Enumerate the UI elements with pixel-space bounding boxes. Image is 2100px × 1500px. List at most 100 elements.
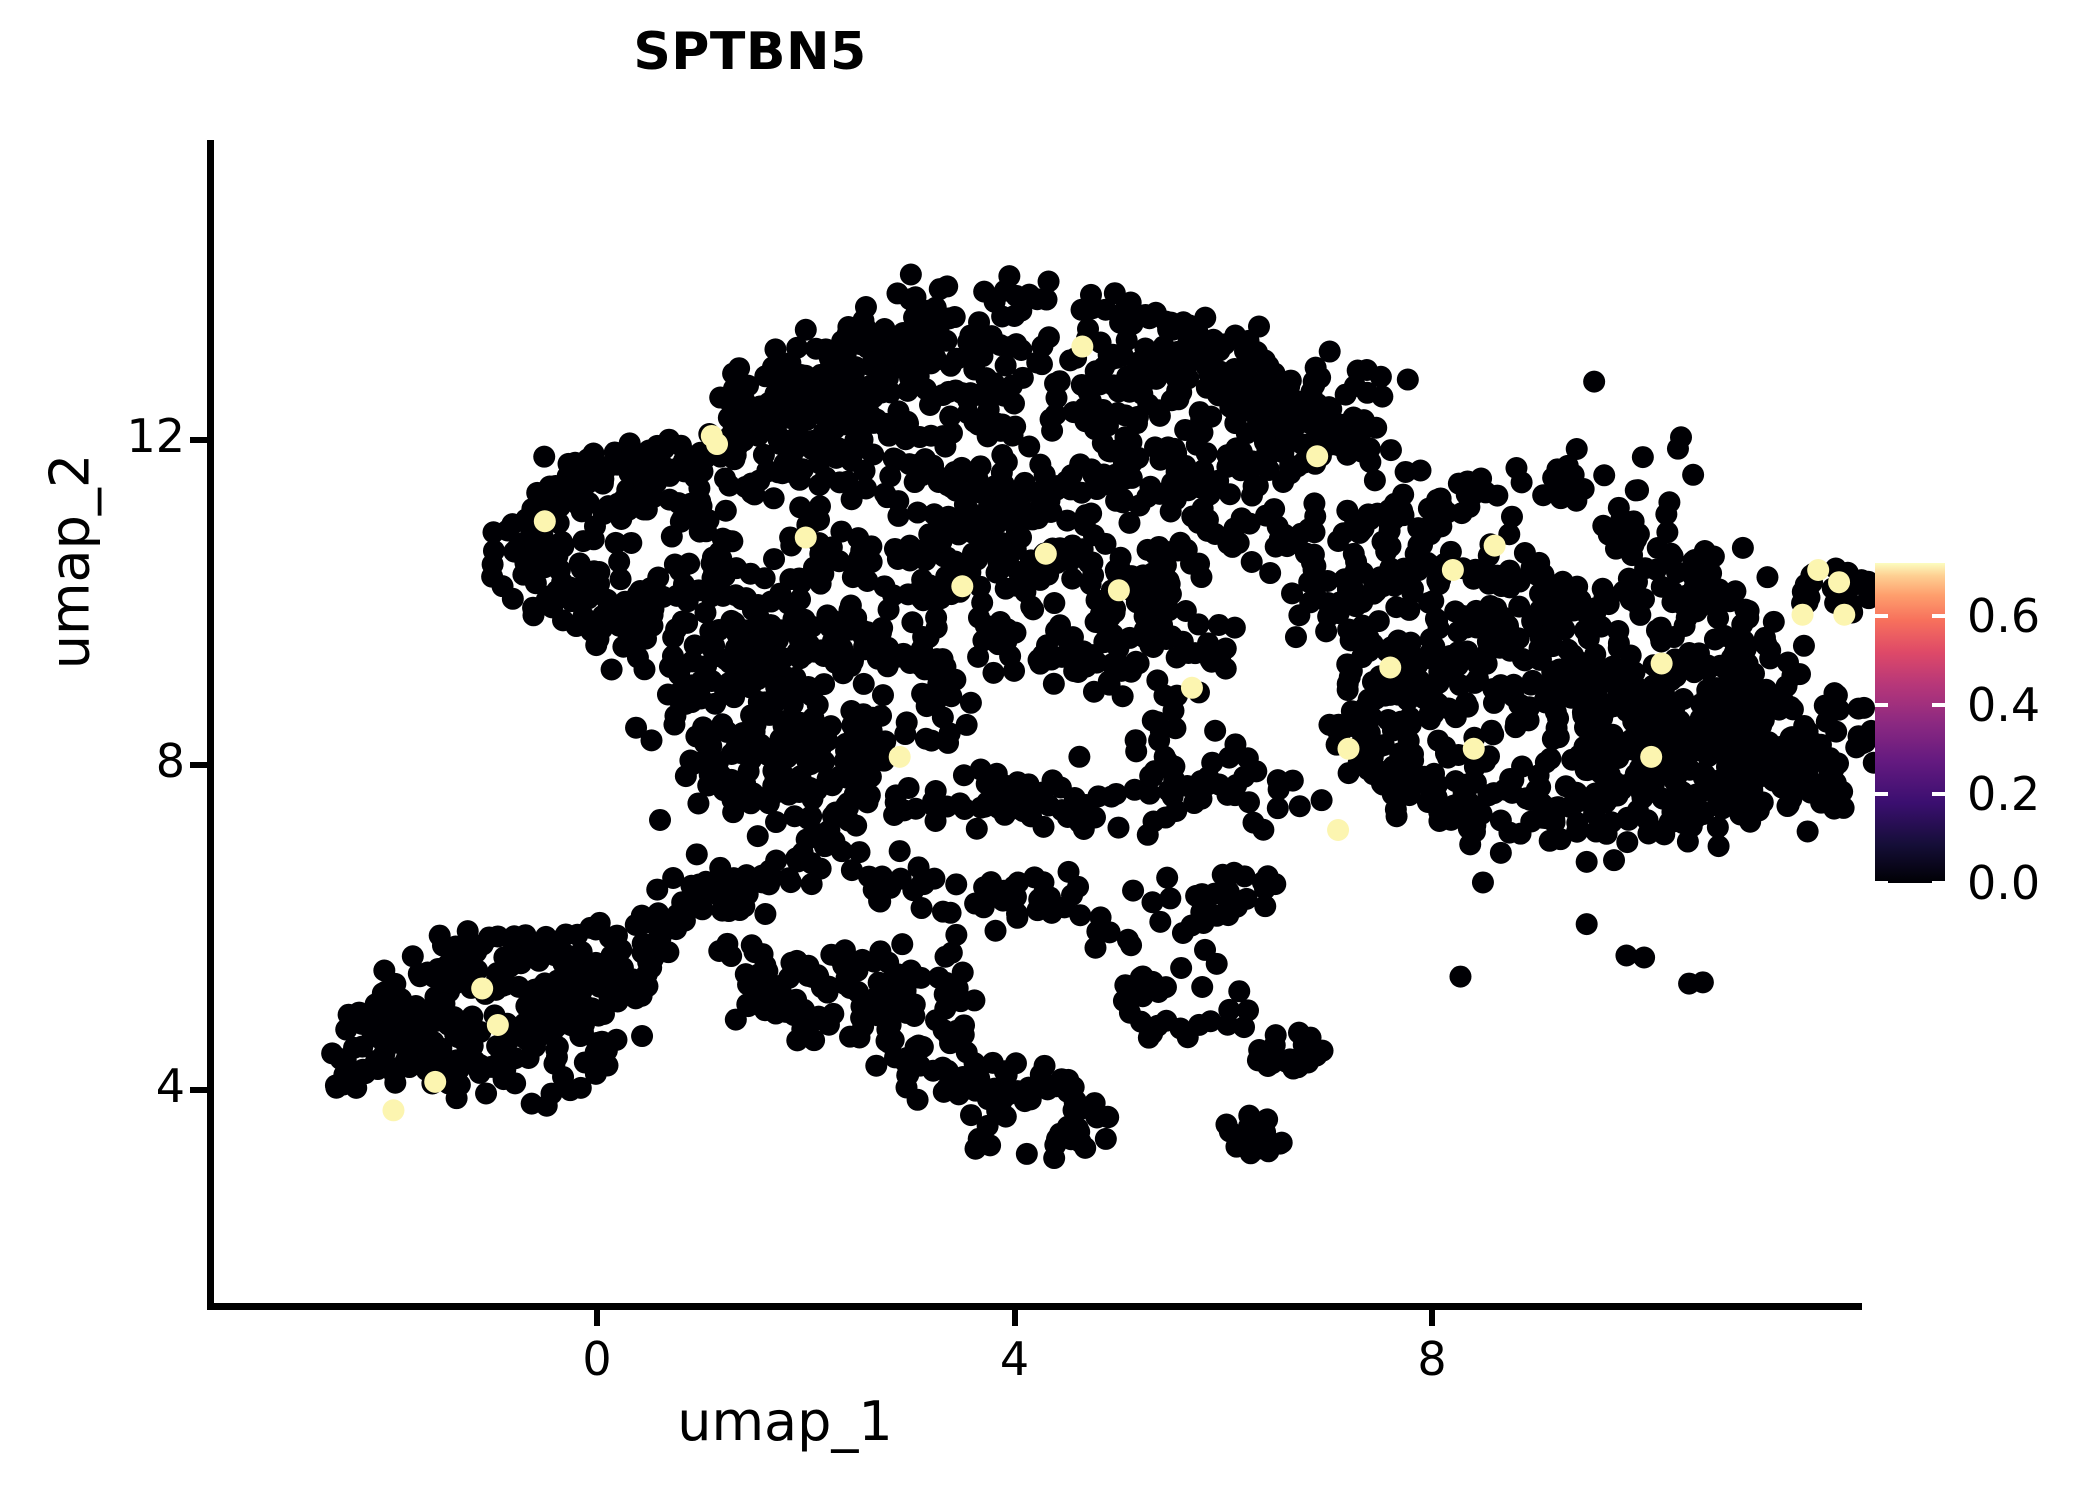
scatter-point xyxy=(662,626,685,649)
scatter-point xyxy=(1737,788,1760,811)
scatter-point xyxy=(850,1006,873,1029)
scatter-point xyxy=(904,797,927,820)
scatter-point xyxy=(1739,810,1762,833)
scatter-point xyxy=(1029,453,1052,476)
scatter-point xyxy=(1233,1016,1256,1039)
scatter-point xyxy=(496,519,519,542)
scatter-point xyxy=(1162,699,1185,722)
scatter-point xyxy=(721,788,744,811)
scatter-point xyxy=(1695,575,1718,598)
scatter-point xyxy=(1191,976,1214,999)
scatter-point xyxy=(1102,470,1125,493)
scatter-point xyxy=(1235,422,1258,445)
scatter-point xyxy=(1097,343,1120,366)
scatter-point xyxy=(1369,365,1392,388)
scatter-point xyxy=(992,473,1015,496)
scatter-point xyxy=(662,867,685,890)
scatter-point xyxy=(740,472,763,495)
scatter-point xyxy=(1598,763,1621,786)
scatter-point xyxy=(931,1056,954,1079)
scatter-point xyxy=(1785,662,1808,685)
scatter-point xyxy=(763,548,786,571)
scatter-point xyxy=(1707,835,1730,858)
page-title: SPTBN5 xyxy=(633,22,867,82)
scatter-point xyxy=(1549,487,1572,510)
scatter-point xyxy=(1631,446,1654,469)
scatter-point xyxy=(1139,475,1162,498)
scatter-point xyxy=(680,874,703,897)
scatter-point xyxy=(1279,462,1302,485)
scatter-point xyxy=(580,972,603,995)
scatter-point xyxy=(697,774,720,797)
scatter-point xyxy=(754,394,777,417)
scatter-point xyxy=(1037,270,1060,293)
scatter-point xyxy=(559,1079,582,1102)
colorbar[interactable]: 0.0 0.2 0.4 0.6 xyxy=(1875,563,2095,910)
scatter-point xyxy=(1666,437,1689,460)
scatter-point xyxy=(389,1008,412,1031)
scatter-point xyxy=(1238,512,1261,535)
scatter-point xyxy=(1228,980,1251,1003)
scatter-point xyxy=(1568,746,1591,769)
scatter-point xyxy=(847,527,870,550)
scatter-point xyxy=(762,487,785,510)
scatter-plot-area[interactable] xyxy=(210,140,1885,1307)
scatter-point xyxy=(1513,542,1536,565)
scatter-point xyxy=(469,1020,492,1043)
scatter-point xyxy=(879,465,902,488)
scatter-point xyxy=(630,904,653,927)
scatter-point xyxy=(1731,536,1754,559)
scatter-point xyxy=(535,1094,558,1117)
scatter-point xyxy=(810,976,833,999)
scatter-point-highlighted xyxy=(1462,737,1485,760)
scatter-point xyxy=(967,606,990,629)
scatter-point xyxy=(1607,620,1630,643)
scatter-point xyxy=(1424,517,1447,540)
scatter-point xyxy=(1583,370,1606,393)
scatter-point xyxy=(1572,478,1595,500)
scatter-point xyxy=(1234,1129,1257,1152)
scatter-point xyxy=(640,581,663,604)
x-axis-label: umap_1 xyxy=(677,1390,893,1453)
scatter-point xyxy=(1129,966,1152,989)
scatter-point xyxy=(737,973,760,996)
scatter-point xyxy=(570,557,593,580)
scatter-point xyxy=(1144,301,1167,324)
scatter-point xyxy=(1270,375,1293,398)
scatter-point xyxy=(726,623,749,646)
scatter-point xyxy=(984,919,1007,942)
scatter-point xyxy=(754,954,777,977)
scatter-point xyxy=(1156,866,1179,889)
scatter-point xyxy=(1651,787,1674,810)
scatter-point xyxy=(748,614,771,637)
scatter-point xyxy=(337,1003,360,1026)
scatter-point xyxy=(1579,664,1602,687)
scatter-point xyxy=(1310,789,1333,812)
scatter-point xyxy=(1545,717,1568,740)
scatter-points-layer xyxy=(321,263,1885,1170)
scatter-point xyxy=(1148,729,1171,752)
scatter-point xyxy=(894,1051,917,1074)
scatter-point xyxy=(1141,709,1164,732)
scatter-point xyxy=(1089,402,1112,425)
scatter-point xyxy=(887,490,910,513)
scatter-point xyxy=(935,329,958,352)
scatter-point xyxy=(1616,806,1639,829)
scatter-point xyxy=(1174,418,1197,441)
scatter-point xyxy=(822,1002,845,1025)
scatter-point xyxy=(782,608,805,631)
scatter-point xyxy=(584,1062,607,1085)
scatter-point xyxy=(925,580,948,603)
scatter-point xyxy=(1845,736,1868,759)
scatter-point xyxy=(1344,560,1367,583)
scatter-point xyxy=(720,768,743,791)
scatter-point xyxy=(948,792,971,815)
scatter-point xyxy=(1318,340,1341,363)
scatter-point xyxy=(750,864,773,887)
scatter-point xyxy=(869,621,892,644)
scatter-point xyxy=(608,550,631,573)
scatter-point xyxy=(1426,610,1449,633)
scatter-point xyxy=(1528,648,1551,671)
scatter-point xyxy=(997,1083,1020,1106)
scatter-point xyxy=(779,407,802,430)
